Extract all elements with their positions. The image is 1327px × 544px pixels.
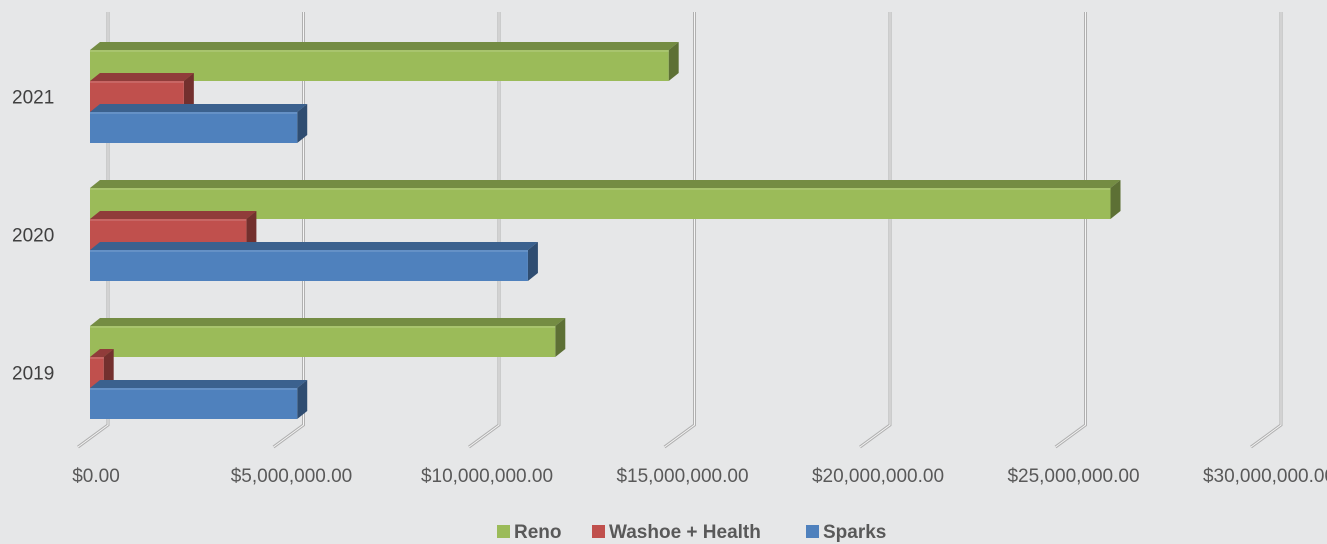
gridline [77, 12, 110, 449]
legend-label: Washoe + Health [609, 522, 761, 543]
legend-item-washoe-health: Washoe + Health [592, 522, 761, 543]
bar-sparks-2019 [90, 380, 308, 419]
legend: Reno Washoe + Health Sparks [497, 522, 886, 543]
legend-swatch [497, 525, 510, 538]
bar-reno-2019 [90, 318, 566, 357]
gridline [859, 12, 892, 449]
category-axis: 2019 2020 2021 [12, 88, 54, 385]
legend-swatch [592, 525, 605, 538]
legend-swatch [806, 525, 819, 538]
value-axis: $0.00 $5,000,000.00 $10,000,000.00 $15,000,… [72, 466, 1327, 487]
bars [90, 42, 1121, 419]
x-tick-label: $30,000,000.00 [1203, 466, 1327, 487]
gridline [1250, 12, 1283, 449]
x-tick-label: $15,000,000.00 [616, 466, 748, 487]
x-tick-label: $0.00 [72, 466, 120, 487]
legend-item-sparks: Sparks [806, 522, 886, 543]
x-tick-label: $25,000,000.00 [1007, 466, 1139, 487]
gridlines [77, 12, 1283, 449]
category-label: 2021 [12, 88, 54, 109]
gridline [663, 12, 696, 449]
bar-reno-2020 [90, 180, 1121, 219]
bar-sparks-2021 [90, 104, 308, 143]
gridline [1054, 12, 1087, 449]
legend-label: Reno [514, 522, 562, 543]
bar-sparks-2020 [90, 242, 538, 281]
category-label: 2020 [12, 226, 54, 247]
gridline [272, 12, 305, 449]
legend-item-reno: Reno [497, 522, 562, 543]
x-tick-label: $5,000,000.00 [231, 466, 353, 487]
x-tick-label: $20,000,000.00 [812, 466, 944, 487]
legend-label: Sparks [823, 522, 886, 543]
x-tick-label: $10,000,000.00 [421, 466, 553, 487]
category-label: 2019 [12, 364, 54, 385]
gridline [468, 12, 501, 449]
